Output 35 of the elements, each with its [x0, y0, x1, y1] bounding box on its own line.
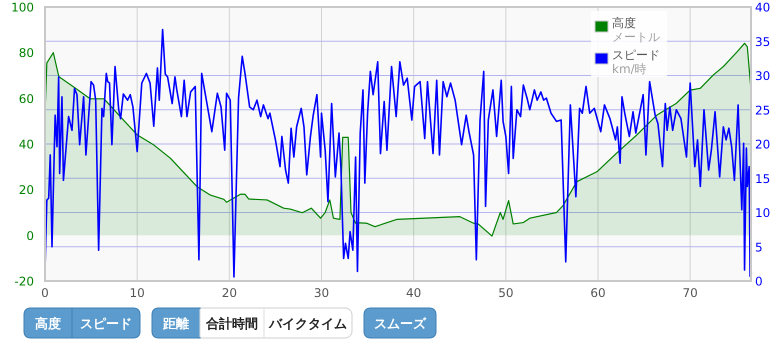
y-tick-label: 20: [18, 183, 34, 198]
text: 高度: [35, 316, 61, 332]
y2-tick-label: 40: [755, 0, 770, 14]
x-tick-label: 50: [498, 286, 514, 300]
y2-tick-label: 30: [755, 69, 770, 83]
line-series: [44, 28, 751, 278]
y2-tick-label: 25: [755, 103, 770, 118]
y-tick-label: 80: [18, 46, 34, 60]
y-tick-label: 60: [18, 92, 34, 106]
text: 距離: [162, 317, 189, 332]
y-tick-label: 100: [11, 0, 34, 14]
y-tick-label: 0: [26, 228, 34, 243]
x-tick-label: 70: [682, 286, 698, 300]
legend-label: スピード: [612, 48, 660, 62]
x-tick-label: 30: [314, 286, 330, 300]
y2-tick-label: 35: [755, 34, 770, 49]
text: バイクタイム: [268, 317, 347, 332]
x-tick-label: 10: [130, 286, 145, 300]
x-tick-label: 60: [590, 286, 606, 300]
annotation: メートル: [612, 30, 660, 44]
y2-tick-label: 20: [755, 138, 770, 152]
y2-tick-label: 0: [755, 274, 763, 288]
y2-tick-label: 10: [755, 206, 770, 220]
y2-tick-label: 5: [755, 240, 763, 254]
annotation: km/時: [612, 62, 647, 76]
text: スムーズ: [374, 317, 427, 332]
y2-tick-label: 15: [755, 172, 770, 186]
x-tick-label: 0: [41, 286, 49, 300]
y-tick-label: -20: [14, 274, 34, 288]
y-tick-label: 40: [18, 138, 34, 152]
text: 合計時間: [205, 316, 258, 332]
legend-label: 高度: [612, 16, 636, 30]
x-tick-label: 40: [406, 286, 422, 300]
text: スピード: [80, 317, 132, 332]
x-tick-label: 20: [222, 286, 237, 300]
